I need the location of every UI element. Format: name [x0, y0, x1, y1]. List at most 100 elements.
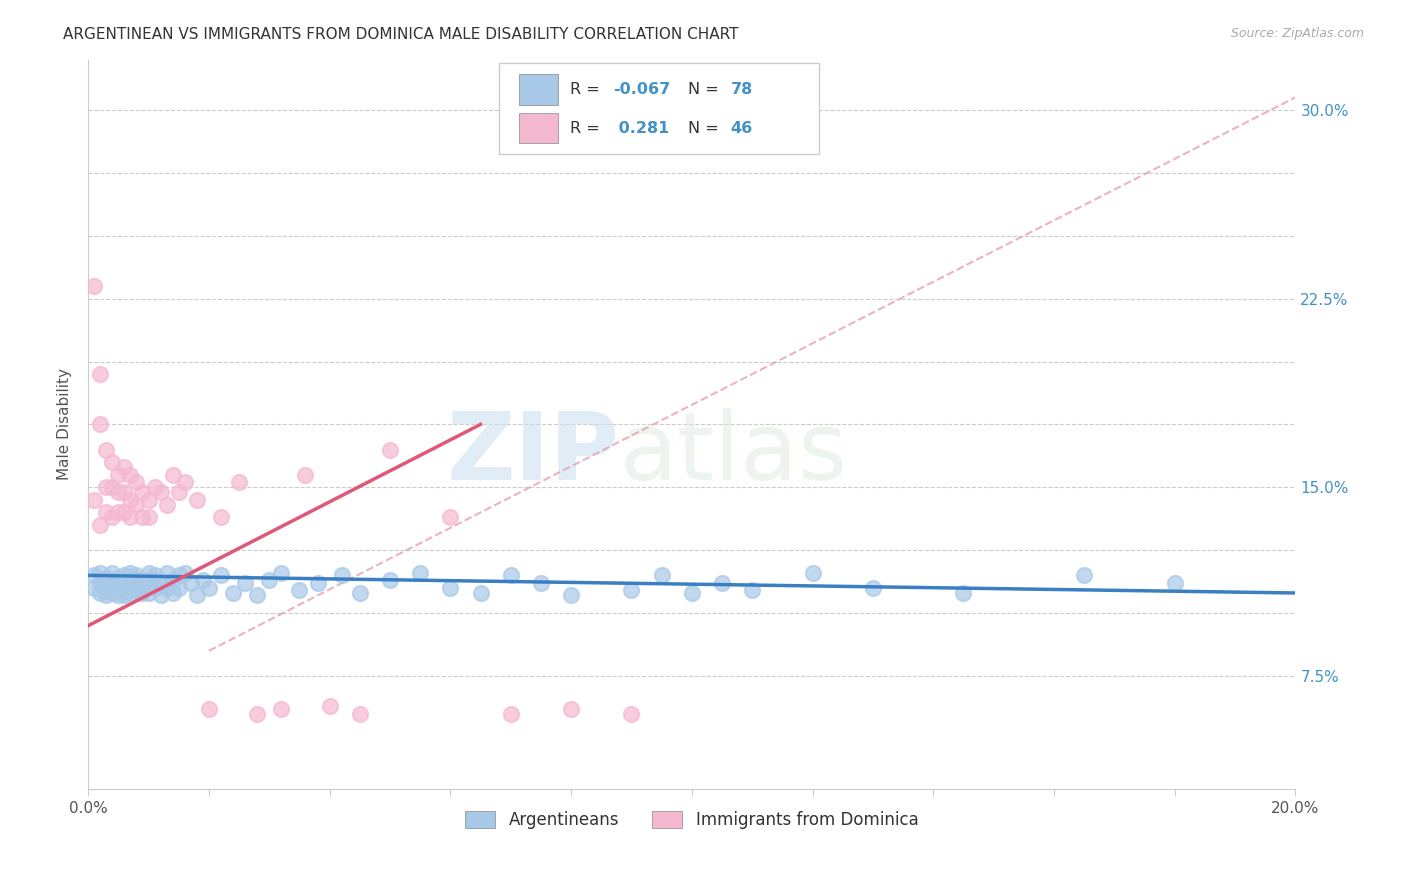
Point: [191, 574, 214, 588]
Point: [89, 518, 111, 533]
FancyBboxPatch shape: [519, 74, 558, 105]
Point: [96, 506, 118, 520]
Point: [162, 467, 184, 482]
Point: [1164, 575, 1187, 590]
Point: [107, 571, 129, 585]
Point: [862, 581, 884, 595]
Legend: Argentineans, Immigrants from Dominica: Argentineans, Immigrants from Dominica: [458, 804, 925, 836]
Point: [307, 575, 329, 590]
Point: [83, 279, 105, 293]
Point: [112, 581, 135, 595]
Point: [349, 586, 371, 600]
Point: [138, 492, 160, 507]
Point: [83, 568, 105, 582]
Point: [186, 492, 208, 507]
Point: [120, 578, 142, 592]
Point: [89, 586, 111, 600]
Point: [149, 589, 172, 603]
Point: [270, 702, 292, 716]
Point: [156, 581, 179, 595]
FancyBboxPatch shape: [519, 112, 558, 144]
Point: [330, 568, 353, 582]
Point: [162, 586, 184, 600]
Point: [378, 442, 401, 457]
Text: 78: 78: [731, 82, 752, 97]
Point: [138, 574, 160, 588]
Point: [257, 574, 280, 588]
Point: [167, 581, 190, 595]
Point: [96, 442, 118, 457]
Point: [131, 485, 153, 500]
Point: [112, 485, 135, 500]
Point: [101, 510, 124, 524]
Point: [651, 568, 673, 582]
Point: [101, 581, 124, 595]
Point: [156, 566, 179, 580]
Point: [112, 574, 135, 588]
Point: [801, 566, 824, 580]
Point: [288, 583, 311, 598]
Point: [83, 492, 105, 507]
Point: [83, 581, 105, 595]
Point: [530, 575, 553, 590]
Point: [222, 586, 245, 600]
Text: ARGENTINEAN VS IMMIGRANTS FROM DOMINICA MALE DISABILITY CORRELATION CHART: ARGENTINEAN VS IMMIGRANTS FROM DOMINICA …: [63, 27, 738, 42]
Point: [120, 586, 142, 600]
Point: [294, 467, 316, 482]
Point: [101, 578, 124, 592]
Point: [89, 575, 111, 590]
Point: [318, 699, 340, 714]
Y-axis label: Male Disability: Male Disability: [58, 368, 72, 481]
Point: [439, 510, 461, 524]
Point: [107, 583, 129, 598]
Point: [120, 467, 142, 482]
Point: [107, 506, 129, 520]
Point: [620, 706, 643, 721]
Text: N =: N =: [688, 120, 724, 136]
Text: 46: 46: [731, 120, 752, 136]
Point: [131, 586, 153, 600]
Point: [131, 574, 153, 588]
Point: [499, 706, 522, 721]
Text: Source: ZipAtlas.com: Source: ZipAtlas.com: [1230, 27, 1364, 40]
Point: [125, 475, 148, 490]
FancyBboxPatch shape: [499, 63, 818, 154]
Point: [952, 586, 974, 600]
Point: [138, 566, 160, 580]
Text: ZIP: ZIP: [447, 408, 620, 500]
Text: R =: R =: [569, 120, 605, 136]
Point: [107, 575, 129, 590]
Point: [1073, 568, 1095, 582]
Point: [101, 455, 124, 469]
Point: [209, 510, 232, 524]
Point: [228, 475, 250, 490]
Point: [120, 571, 142, 585]
Point: [198, 702, 221, 716]
Point: [156, 498, 179, 512]
Point: [246, 589, 269, 603]
Point: [378, 574, 401, 588]
Point: [143, 581, 166, 595]
Point: [149, 485, 172, 500]
Point: [138, 586, 160, 600]
Point: [167, 485, 190, 500]
Point: [620, 583, 643, 598]
Point: [96, 589, 118, 603]
Text: -0.067: -0.067: [613, 82, 671, 97]
Point: [138, 510, 160, 524]
Point: [138, 578, 160, 592]
Point: [131, 581, 153, 595]
Point: [89, 417, 111, 432]
Point: [101, 574, 124, 588]
Point: [125, 568, 148, 582]
Point: [120, 492, 142, 507]
Point: [120, 566, 142, 580]
Text: 0.281: 0.281: [613, 120, 669, 136]
Point: [162, 574, 184, 588]
Point: [209, 568, 232, 582]
Point: [439, 581, 461, 595]
Point: [270, 566, 292, 580]
Point: [120, 510, 142, 524]
Point: [125, 498, 148, 512]
Point: [349, 706, 371, 721]
